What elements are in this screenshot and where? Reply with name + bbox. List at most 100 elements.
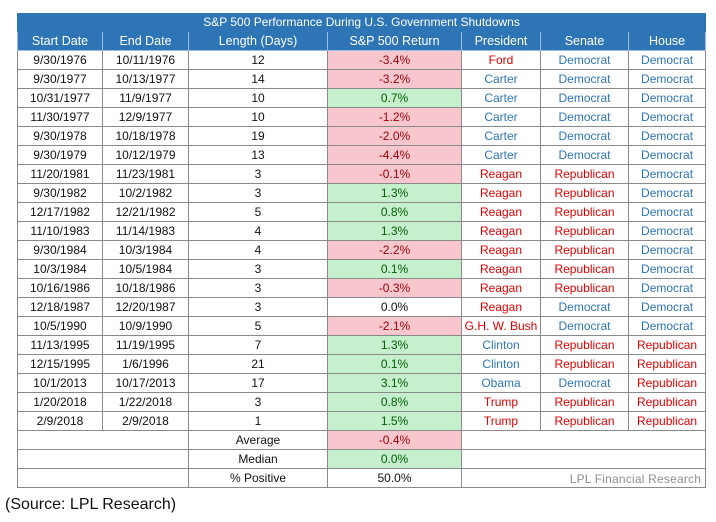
table-row: 12/18/1987 12/20/1987 3 0.0% Reagan Democrat D… [17, 297, 707, 317]
senate-cell: Democrat [540, 107, 629, 127]
end-date-cell: 10/18/1978 [102, 126, 189, 146]
summary-label: Median [188, 449, 328, 469]
president-cell: Reagan [461, 202, 541, 222]
table-row: 9/30/1976 10/11/1976 12 -3.4% Ford Democrat De… [17, 50, 707, 70]
house-cell: Democrat [627, 221, 707, 241]
president-cell: Obama [461, 373, 541, 393]
length-days-cell: 21 [188, 354, 328, 374]
start-date-cell: 10/16/1986 [17, 278, 103, 298]
president-cell: Reagan [461, 221, 541, 241]
start-date-cell: 2/9/2018 [17, 411, 103, 431]
senate-cell: Republican [540, 164, 629, 184]
start-date-cell: 11/30/1977 [17, 107, 103, 127]
house-cell: Democrat [627, 69, 707, 89]
house-cell: Democrat [627, 278, 707, 298]
sp500-return-cell: -1.2% [327, 107, 462, 127]
summary-label: % Positive [188, 468, 328, 488]
president-cell: Carter [461, 107, 541, 127]
lpl-watermark: LPL Financial Research [569, 472, 702, 486]
sp500-return-cell: 0.8% [327, 202, 462, 222]
start-date-cell: 1/20/2018 [17, 392, 103, 412]
length-days-cell: 13 [188, 145, 328, 165]
start-date-cell: 10/31/1977 [17, 88, 103, 108]
start-date-cell: 9/30/1984 [17, 240, 103, 260]
empty-cell [460, 449, 707, 469]
start-date-cell: 9/30/1977 [17, 69, 103, 89]
start-date-cell: 11/10/1983 [17, 221, 103, 241]
length-days-cell: 10 [188, 107, 328, 127]
table-title-row: S&P 500 Performance During U.S. Governme… [16, 13, 707, 32]
summary-value: 0.0% [327, 449, 462, 469]
sp500-return-cell: -2.1% [327, 316, 462, 336]
table-title: S&P 500 Performance During U.S. Governme… [16, 13, 707, 32]
length-days-cell: 5 [188, 202, 328, 222]
summary-value: 50.0% [327, 468, 462, 488]
president-cell: Reagan [461, 259, 541, 279]
end-date-cell: 10/11/1976 [102, 50, 189, 70]
length-days-cell: 7 [188, 335, 328, 355]
senate-cell: Republican [540, 278, 629, 298]
senate-cell: Republican [540, 240, 629, 260]
sp500-return-cell: 3.1% [327, 373, 462, 393]
house-cell: Democrat [627, 202, 707, 222]
president-cell: Trump [461, 411, 541, 431]
house-cell: Democrat [627, 88, 707, 108]
president-cell: Reagan [461, 240, 541, 260]
column-header-row: Start Date End Date Length (Days) S&P 50… [17, 31, 707, 51]
end-date-cell: 10/17/2013 [102, 373, 189, 393]
sp500-return-cell: 0.7% [327, 88, 462, 108]
start-date-cell: 11/13/1995 [17, 335, 103, 355]
table-row: 10/1/2013 10/17/2013 17 3.1% Obama Democrat Re… [17, 373, 707, 393]
summary-row: % Positive 50.0% LPL Financial Research [17, 468, 707, 488]
summary-row: Average -0.4% [17, 430, 707, 450]
header-senate: Senate [540, 31, 629, 51]
table-row: 9/30/1982 10/2/1982 3 1.3% Reagan Republican D… [17, 183, 707, 203]
length-days-cell: 3 [188, 392, 328, 412]
summary-row: Median 0.0% [17, 449, 707, 469]
length-days-cell: 3 [188, 297, 328, 317]
table-row: 9/30/1978 10/18/1978 19 -2.0% Carter Democrat… [17, 126, 707, 146]
sp500-return-cell: -2.2% [327, 240, 462, 260]
president-cell: Trump [461, 392, 541, 412]
table-row: 10/31/1977 11/9/1977 10 0.7% Carter Democrat D… [17, 88, 707, 108]
house-cell: Democrat [627, 316, 707, 336]
house-cell: Republican [627, 354, 707, 374]
president-cell: G.H. W. Bush [461, 316, 541, 336]
length-days-cell: 4 [188, 240, 328, 260]
sp500-return-cell: -3.2% [327, 69, 462, 89]
president-cell: Carter [461, 145, 541, 165]
table-row: 10/3/1984 10/5/1984 3 0.1% Reagan Republican D… [17, 259, 707, 279]
table-row: 1/20/2018 1/22/2018 3 0.8% Trump Republican Re… [17, 392, 707, 412]
header-president: President [461, 31, 541, 51]
senate-cell: Republican [540, 354, 629, 374]
senate-cell: Democrat [540, 50, 629, 70]
table-row: 12/17/1982 12/21/1982 5 0.8% Reagan Republica… [17, 202, 707, 222]
header-house: House [627, 31, 707, 51]
summary-value: -0.4% [327, 430, 462, 450]
table-row: 9/30/1979 10/12/1979 13 -4.4% Carter Democrat… [17, 145, 707, 165]
table-row: 9/30/1984 10/3/1984 4 -2.2% Reagan Republican… [17, 240, 707, 260]
house-cell: Republican [627, 373, 707, 393]
start-date-cell: 9/30/1976 [17, 50, 103, 70]
sp500-return-cell: 1.3% [327, 183, 462, 203]
shutdown-performance-table: S&P 500 Performance During U.S. Governme… [16, 13, 707, 488]
end-date-cell: 10/5/1984 [102, 259, 189, 279]
table-row: 11/13/1995 11/19/1995 7 1.3% Clinton Republic… [17, 335, 707, 355]
house-cell: Democrat [627, 297, 707, 317]
start-date-cell: 9/30/1978 [17, 126, 103, 146]
length-days-cell: 4 [188, 221, 328, 241]
senate-cell: Democrat [540, 297, 629, 317]
president-cell: Reagan [461, 164, 541, 184]
end-date-cell: 12/21/1982 [102, 202, 189, 222]
sp500-return-cell: 0.0% [327, 297, 462, 317]
president-cell: Clinton [461, 354, 541, 374]
length-days-cell: 3 [188, 183, 328, 203]
end-date-cell: 1/6/1996 [102, 354, 189, 374]
end-date-cell: 10/12/1979 [102, 145, 189, 165]
sp500-return-cell: 0.8% [327, 392, 462, 412]
sp500-return-cell: 0.1% [327, 354, 462, 374]
sp500-return-cell: -4.4% [327, 145, 462, 165]
president-cell: Carter [461, 88, 541, 108]
empty-cell [17, 430, 189, 450]
house-cell: Republican [627, 411, 707, 431]
